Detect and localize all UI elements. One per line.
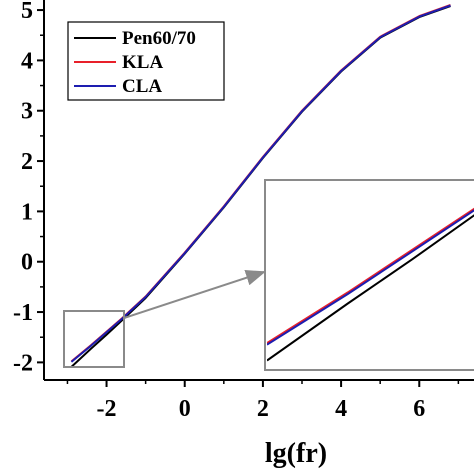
- inset-frame: [264, 179, 474, 371]
- x-ticks: -2 0 2 4 6: [66, 380, 460, 422]
- y-tick-label: 0: [21, 250, 33, 276]
- x-axis: -2 0 2 4 6: [44, 379, 474, 422]
- legend-label-pen60-70: Pen60/70: [122, 28, 196, 49]
- y-tick-label: -2: [13, 350, 33, 376]
- main-series-group: [70, 4, 451, 368]
- y-axis: -2 -1 0 1 2 3 4 5: [13, 0, 45, 380]
- inset-background: [265, 180, 474, 370]
- y-tick-label: 1: [21, 199, 33, 225]
- zoom-inset: [264, 179, 474, 371]
- y-ticks: -2 -1 0 1 2 3 4 5: [13, 0, 44, 376]
- y-tick-label: 5: [21, 0, 33, 24]
- legend-label-kla: KLA: [122, 52, 163, 73]
- zoom-arrow: [123, 270, 266, 319]
- x-tick-label: 4: [335, 396, 347, 422]
- y-tick-label: 2: [21, 149, 33, 175]
- inset-series-line-pen60-70: [267, 214, 474, 362]
- zoom-region-box: [63, 310, 125, 368]
- legend-label-cla: CLA: [122, 76, 162, 97]
- y-tick-label: -1: [13, 300, 33, 326]
- x-tick-label: 6: [413, 396, 425, 422]
- legend: Pen60/70 KLA CLA: [67, 21, 225, 101]
- series-line-cla: [70, 4, 451, 363]
- inset-series-group: [267, 207, 474, 362]
- x-tick-label: 2: [257, 396, 269, 422]
- x-axis-title: lg(fr): [265, 438, 327, 469]
- y-tick-label: 3: [21, 99, 33, 125]
- x-tick-label: 0: [179, 396, 191, 422]
- x-tick-label: -2: [97, 396, 117, 422]
- inset-series-line-kla: [267, 207, 474, 344]
- y-tick-label: 4: [21, 48, 33, 74]
- inset-series-line-cla: [267, 209, 474, 346]
